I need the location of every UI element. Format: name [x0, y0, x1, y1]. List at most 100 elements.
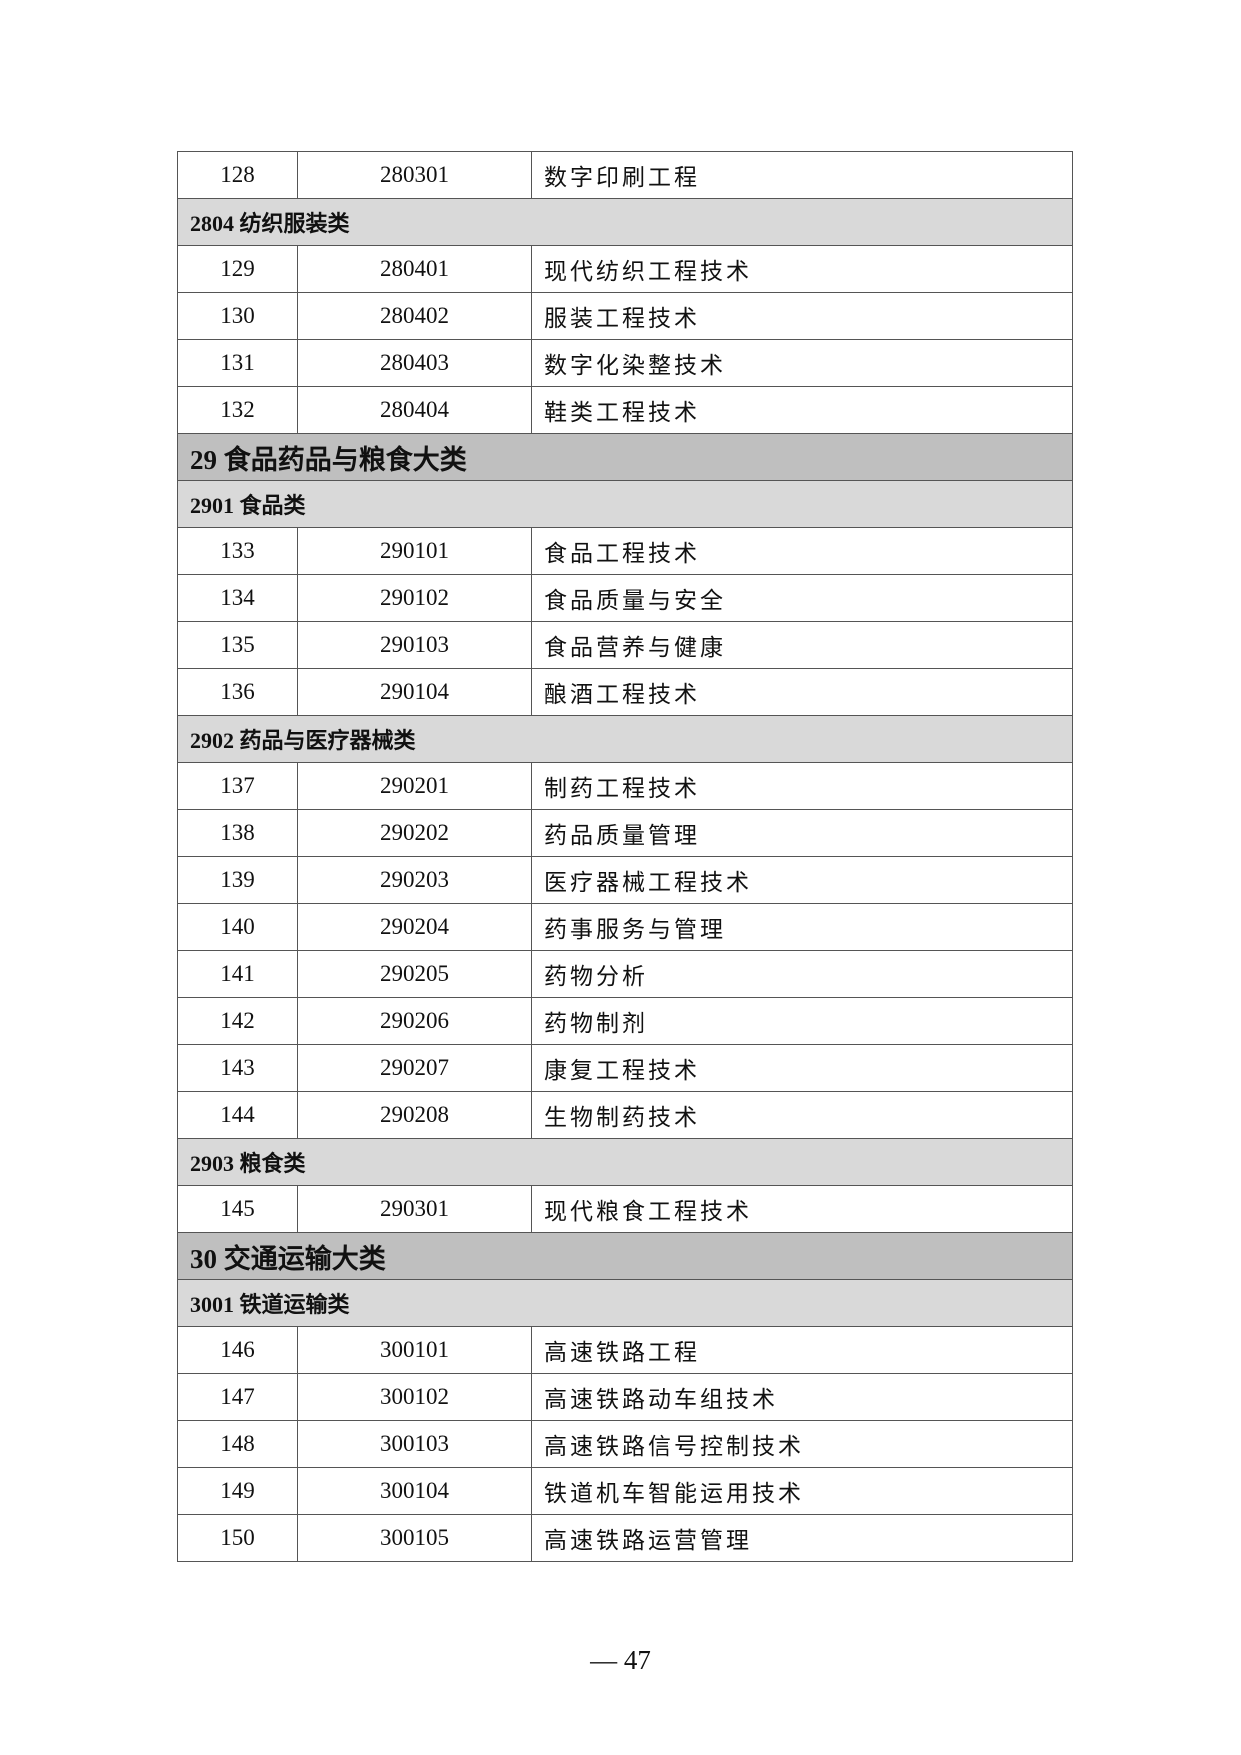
major-name: 铁道机车智能运用技术	[531, 1467, 1073, 1515]
row-number: 131	[177, 339, 298, 387]
major-code: 280401	[297, 245, 532, 293]
row-number: 144	[177, 1091, 298, 1139]
table-row: 144 290208 生物制药技术	[177, 1091, 1073, 1139]
category-label: 3001 铁道运输类	[177, 1279, 1073, 1327]
row-number: 145	[177, 1185, 298, 1233]
table-row: 150 300105 高速铁路运营管理	[177, 1514, 1073, 1562]
major-code: 290206	[297, 997, 532, 1045]
major-code: 280404	[297, 386, 532, 434]
major-name: 食品营养与健康	[531, 621, 1073, 669]
major-name: 生物制药技术	[531, 1091, 1073, 1139]
major-name: 数字化染整技术	[531, 339, 1073, 387]
table-row: 128 280301 数字印刷工程	[177, 151, 1073, 199]
category-label: 2804 纺织服装类	[177, 198, 1073, 246]
major-code: 290203	[297, 856, 532, 904]
table-row: 138 290202 药品质量管理	[177, 809, 1073, 857]
table-row: 136 290104 酿酒工程技术	[177, 668, 1073, 716]
table-row: 131 280403 数字化染整技术	[177, 339, 1073, 387]
major-name: 药物分析	[531, 950, 1073, 998]
table-row: 149 300104 铁道机车智能运用技术	[177, 1467, 1073, 1515]
major-code: 290204	[297, 903, 532, 951]
subcategory-row: 2804 纺织服装类	[177, 198, 1073, 246]
major-name: 高速铁路运营管理	[531, 1514, 1073, 1562]
major-name: 现代粮食工程技术	[531, 1185, 1073, 1233]
row-number: 132	[177, 386, 298, 434]
subcategory-row: 2902 药品与医疗器械类	[177, 715, 1073, 763]
row-number: 136	[177, 668, 298, 716]
table-row: 146 300101 高速铁路工程	[177, 1326, 1073, 1374]
major-code: 290301	[297, 1185, 532, 1233]
row-number: 149	[177, 1467, 298, 1515]
table-row: 135 290103 食品营养与健康	[177, 621, 1073, 669]
major-name: 药品质量管理	[531, 809, 1073, 857]
major-code: 300105	[297, 1514, 532, 1562]
major-name: 药事服务与管理	[531, 903, 1073, 951]
row-number: 128	[177, 151, 298, 199]
table-row: 148 300103 高速铁路信号控制技术	[177, 1420, 1073, 1468]
page-number: — 47	[590, 1645, 651, 1675]
row-number: 134	[177, 574, 298, 622]
category-label: 2902 药品与医疗器械类	[177, 715, 1073, 763]
major-name: 医疗器械工程技术	[531, 856, 1073, 904]
major-code: 290202	[297, 809, 532, 857]
subcategory-row: 2901 食品类	[177, 480, 1073, 528]
major-code: 300102	[297, 1373, 532, 1421]
category-label: 2903 粮食类	[177, 1138, 1073, 1186]
major-name: 鞋类工程技术	[531, 386, 1073, 434]
major-name: 高速铁路工程	[531, 1326, 1073, 1374]
table-row: 139 290203 医疗器械工程技术	[177, 856, 1073, 904]
table-row: 130 280402 服装工程技术	[177, 292, 1073, 340]
major-code: 290103	[297, 621, 532, 669]
major-code: 280301	[297, 151, 532, 199]
major-name: 数字印刷工程	[531, 151, 1073, 199]
major-catalog-table: 128 280301 数字印刷工程 2804 纺织服装类 129 280401 现代纺织工程…	[177, 151, 1073, 1562]
major-code: 290101	[297, 527, 532, 575]
major-code: 300104	[297, 1467, 532, 1515]
table-row: 141 290205 药物分析	[177, 950, 1073, 998]
major-code: 290104	[297, 668, 532, 716]
row-number: 133	[177, 527, 298, 575]
table-row: 147 300102 高速铁路动车组技术	[177, 1373, 1073, 1421]
row-number: 146	[177, 1326, 298, 1374]
table-row: 134 290102 食品质量与安全	[177, 574, 1073, 622]
table-row: 143 290207 康复工程技术	[177, 1044, 1073, 1092]
row-number: 139	[177, 856, 298, 904]
major-name: 食品质量与安全	[531, 574, 1073, 622]
major-code: 290201	[297, 762, 532, 810]
major-code: 300101	[297, 1326, 532, 1374]
category-label: 2901 食品类	[177, 480, 1073, 528]
major-name: 服装工程技术	[531, 292, 1073, 340]
major-category-row: 30 交通运输大类	[177, 1232, 1073, 1280]
row-number: 142	[177, 997, 298, 1045]
major-name: 食品工程技术	[531, 527, 1073, 575]
major-code: 290102	[297, 574, 532, 622]
subcategory-row: 2903 粮食类	[177, 1138, 1073, 1186]
row-number: 137	[177, 762, 298, 810]
row-number: 138	[177, 809, 298, 857]
row-number: 147	[177, 1373, 298, 1421]
major-name: 制药工程技术	[531, 762, 1073, 810]
row-number: 135	[177, 621, 298, 669]
category-label: 29 食品药品与粮食大类	[177, 433, 1073, 481]
major-code: 290207	[297, 1044, 532, 1092]
table-row: 132 280404 鞋类工程技术	[177, 386, 1073, 434]
table-row: 129 280401 现代纺织工程技术	[177, 245, 1073, 293]
major-category-row: 29 食品药品与粮食大类	[177, 433, 1073, 481]
major-name: 药物制剂	[531, 997, 1073, 1045]
major-code: 290208	[297, 1091, 532, 1139]
row-number: 143	[177, 1044, 298, 1092]
row-number: 129	[177, 245, 298, 293]
major-name: 高速铁路动车组技术	[531, 1373, 1073, 1421]
major-name: 康复工程技术	[531, 1044, 1073, 1092]
category-label: 30 交通运输大类	[177, 1232, 1073, 1280]
major-name: 酿酒工程技术	[531, 668, 1073, 716]
table-row: 145 290301 现代粮食工程技术	[177, 1185, 1073, 1233]
table-row: 142 290206 药物制剂	[177, 997, 1073, 1045]
row-number: 148	[177, 1420, 298, 1468]
major-code: 280402	[297, 292, 532, 340]
major-code: 290205	[297, 950, 532, 998]
table-row: 140 290204 药事服务与管理	[177, 903, 1073, 951]
major-name: 现代纺织工程技术	[531, 245, 1073, 293]
row-number: 141	[177, 950, 298, 998]
row-number: 130	[177, 292, 298, 340]
